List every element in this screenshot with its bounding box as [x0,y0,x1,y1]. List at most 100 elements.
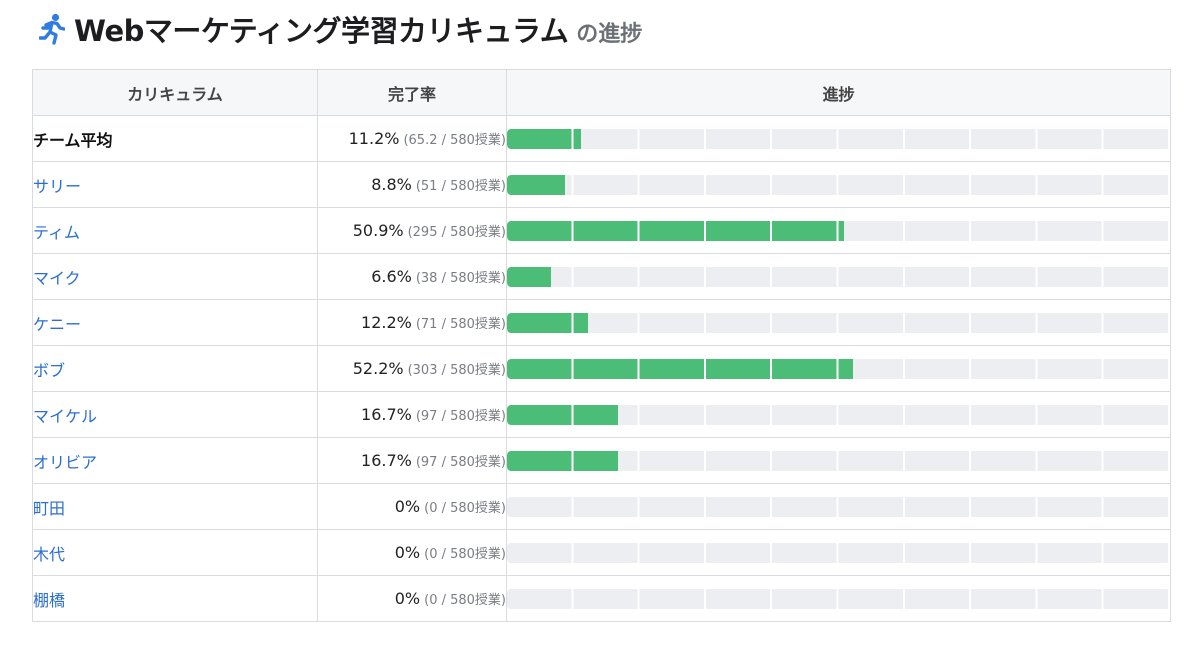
progress-bar-track [507,128,1170,149]
table-row: ケニー 12.2% (71 / 580授業) [32,299,1171,346]
team-average-label: チーム平均 [32,115,318,162]
progress-segment-dividers [507,266,1170,287]
page-title-suffix: の進捗 [576,22,643,47]
table-header-row: カリキュラム 完了率 進捗 [32,69,1171,116]
progress-cell [506,253,1171,300]
progress-segment-dividers [507,542,1170,563]
progress-bar-fill [507,358,854,379]
progress-cell [506,391,1171,438]
member-name-link[interactable]: 棚橋 [32,575,318,622]
member-name-link[interactable]: サリー [32,161,318,208]
completion-detail: (51 / 580授業) [415,179,506,194]
completion-detail: (38 / 580授業) [415,271,506,286]
completion-percent: 52.2% [352,359,404,378]
progress-bar-track [507,404,1170,425]
progress-bar-track [507,266,1170,287]
completion-rate-cell: 11.2% (65.2 / 580授業) [317,115,507,162]
progress-segment-dividers [507,588,1170,609]
member-name-link[interactable]: ティム [32,207,318,254]
table-row: 木代 0% (0 / 580授業) [32,529,1171,576]
table-row: 棚橋 0% (0 / 580授業) [32,575,1171,622]
completion-percent: 8.8% [371,175,412,194]
member-name-link[interactable]: マイク [32,253,318,300]
member-name-link[interactable]: ケニー [32,299,318,346]
member-name-link[interactable]: 町田 [32,483,318,530]
progress-cell [506,483,1171,530]
completion-percent: 0% [394,589,421,608]
member-name-link[interactable]: オリビア [32,437,318,484]
progress-cell [506,345,1171,392]
completion-detail: (0 / 580授業) [424,547,506,562]
member-name-link[interactable]: ボブ [32,345,318,392]
progress-bar-fill [507,174,566,195]
completion-percent: 0% [394,543,421,562]
completion-rate-cell: 6.6% (38 / 580授業) [317,253,507,300]
completion-detail: (0 / 580授業) [424,501,506,516]
completion-percent: 50.9% [352,221,404,240]
page-header: Webマーケティング学習カリキュラム の進捗 [38,8,642,50]
progress-bar-fill [507,450,618,471]
progress-segment-dividers [507,174,1170,195]
progress-bar-fill [507,220,845,241]
progress-segment-dividers [507,496,1170,517]
progress-cell [506,207,1171,254]
progress-cell [506,161,1171,208]
progress-bar-fill [507,128,582,149]
completion-rate-cell: 12.2% (71 / 580授業) [317,299,507,346]
completion-percent: 6.6% [371,267,412,286]
completion-rate-cell: 16.7% (97 / 580授業) [317,437,507,484]
progress-cell [506,575,1171,622]
completion-percent: 16.7% [361,405,412,424]
completion-percent: 16.7% [361,451,412,470]
progress-segment-dividers [507,128,1170,149]
completion-detail: (295 / 580授業) [407,225,506,240]
completion-rate-cell: 52.2% (303 / 580授業) [317,345,507,392]
progress-bar-track [507,312,1170,333]
completion-percent: 12.2% [361,313,412,332]
table-row: ティム 50.9% (295 / 580授業) [32,207,1171,254]
progress-bar-track [507,220,1170,241]
completion-detail: (65.2 / 580授業) [403,133,506,148]
completion-rate-cell: 50.9% (295 / 580授業) [317,207,507,254]
progress-cell [506,529,1171,576]
progress-bar-track [507,450,1170,471]
progress-cell [506,115,1171,162]
member-name-link[interactable]: マイケル [32,391,318,438]
progress-cell [506,299,1171,346]
running-person-icon [38,12,66,46]
table-row: ボブ 52.2% (303 / 580授業) [32,345,1171,392]
completion-detail: (303 / 580授業) [407,363,506,378]
completion-rate-cell: 16.7% (97 / 580授業) [317,391,507,438]
progress-bar-track [507,496,1170,517]
table-row: マイケル 16.7% (97 / 580授業) [32,391,1171,438]
completion-rate-cell: 8.8% (51 / 580授業) [317,161,507,208]
progress-cell [506,437,1171,484]
progress-bar-fill [507,312,588,333]
completion-rate-cell: 0% (0 / 580授業) [317,575,507,622]
completion-detail: (97 / 580授業) [415,409,506,424]
progress-bar-fill [507,404,618,425]
table-row: 町田 0% (0 / 580授業) [32,483,1171,530]
completion-detail: (97 / 580授業) [415,455,506,470]
column-header-curriculum: カリキュラム [32,69,318,116]
table-row: オリビア 16.7% (97 / 580授業) [32,437,1171,484]
column-header-progress: 進捗 [506,69,1171,116]
progress-table: カリキュラム 完了率 進捗 チーム平均 11.2% (65.2 / 580授業) サリ… [32,69,1171,622]
completion-percent: 0% [394,497,421,516]
progress-segment-dividers [507,312,1170,333]
completion-rate-cell: 0% (0 / 580授業) [317,483,507,530]
table-row: サリー 8.8% (51 / 580授業) [32,161,1171,208]
page-title: Webマーケティング学習カリキュラム [74,14,569,48]
table-row: マイク 6.6% (38 / 580授業) [32,253,1171,300]
completion-percent: 11.2% [348,129,400,148]
progress-bar-track [507,588,1170,609]
column-header-completion-rate: 完了率 [317,69,507,116]
completion-detail: (0 / 580授業) [424,593,506,608]
progress-bar-track [507,174,1170,195]
table-row: チーム平均 11.2% (65.2 / 580授業) [32,115,1171,162]
completion-rate-cell: 0% (0 / 580授業) [317,529,507,576]
member-name-link[interactable]: 木代 [32,529,318,576]
completion-detail: (71 / 580授業) [415,317,506,332]
progress-bar-track [507,358,1170,379]
progress-bar-fill [507,266,551,287]
